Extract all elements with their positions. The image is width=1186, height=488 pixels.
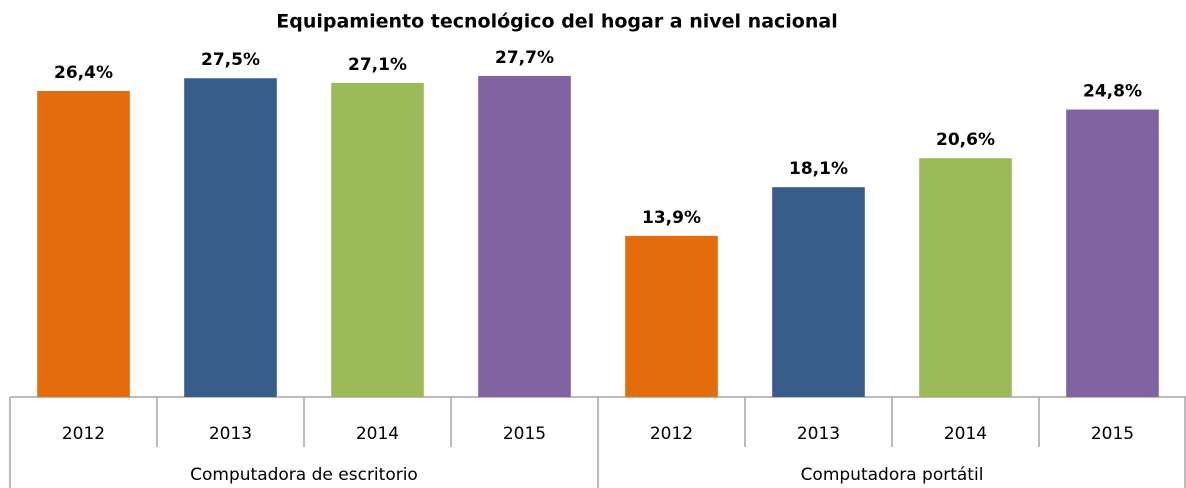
x-tick-label: 2012 (62, 424, 105, 444)
x-tick-label: 2012 (650, 424, 693, 444)
bar (625, 235, 718, 397)
bar (184, 78, 277, 397)
data-label: 20,6% (936, 130, 995, 150)
x-tick-label: 2013 (209, 424, 252, 444)
x-tick-label: 2015 (1091, 424, 1134, 444)
x-tick-label: 2014 (356, 424, 399, 444)
chart-title: Equipamiento tecnológico del hogar a niv… (276, 11, 837, 33)
bar (37, 90, 130, 397)
data-label: 27,7% (495, 48, 554, 68)
data-label: 24,8% (1083, 82, 1142, 102)
bar (331, 82, 424, 397)
bar (478, 75, 571, 397)
data-label: 26,4% (54, 63, 113, 83)
bar (919, 158, 1012, 397)
x-tick-label: 2013 (797, 424, 840, 444)
group-label: Computadora portátil (801, 465, 984, 485)
data-label: 18,1% (789, 159, 848, 179)
group-label: Computadora de escritorio (190, 465, 418, 485)
data-label: 13,9% (642, 208, 701, 228)
x-tick-label: 2014 (944, 424, 987, 444)
bar (1066, 109, 1159, 397)
data-label: 27,5% (201, 50, 260, 70)
bar (772, 187, 865, 397)
x-tick-label: 2015 (503, 424, 546, 444)
data-label: 27,1% (348, 55, 407, 75)
